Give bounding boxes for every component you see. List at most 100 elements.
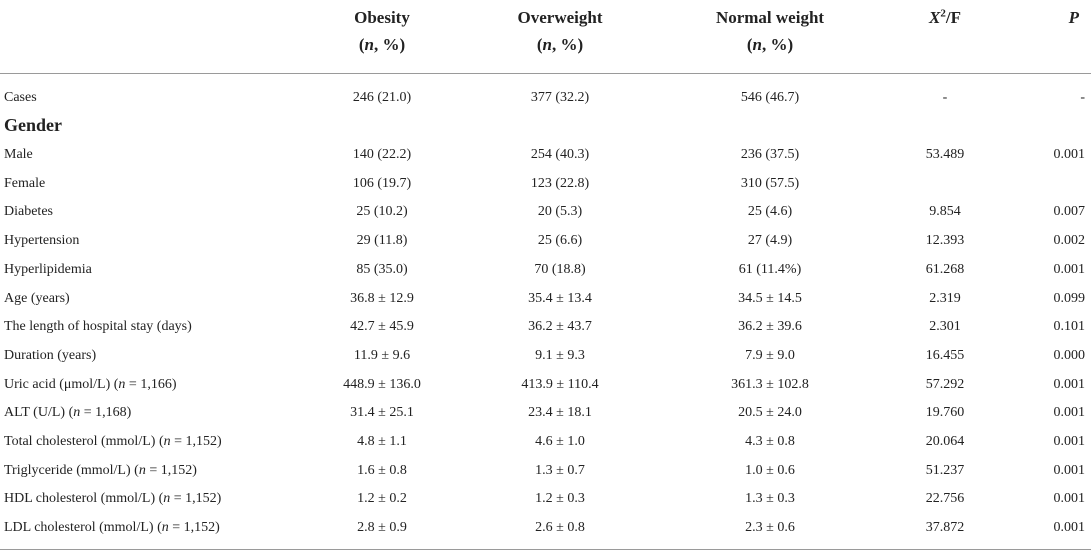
- table-cell: 19.760: [925, 405, 965, 421]
- table-cell: 361.3 ± 102.8: [731, 376, 809, 392]
- row-label: Total cholesterol (mmol/L) (n = 1,152): [4, 434, 222, 449]
- header-normal-weight: Normal weight (n, %): [715, 8, 825, 54]
- table-bottom-rule: [0, 549, 1091, 550]
- table-cell: 413.9 ± 110.4: [521, 376, 599, 392]
- row-label: The length of hospital stay (days): [4, 319, 192, 335]
- table-cell: 310 (57.5): [740, 175, 800, 191]
- table-cell: 70 (18.8): [534, 261, 586, 277]
- table-cell: 0.001: [1053, 434, 1086, 449]
- table-cell: 25 (4.6): [747, 204, 793, 220]
- table-cell: 61 (11.4%): [738, 261, 802, 277]
- table-cell: 20.064: [925, 434, 965, 449]
- table-row: Female 106 (19.7) 123 (22.8) 310 (57.5): [0, 170, 1091, 198]
- table-cell: 0.001: [1053, 376, 1086, 392]
- row-label: ALT (U/L) (n = 1,168): [4, 405, 132, 421]
- table-cell: 11.9 ± 9.6: [353, 347, 411, 363]
- table-row: Hypertension 29 (11.8) 25 (6.6) 27 (4.9) 12.…: [0, 227, 1091, 255]
- table-row: Diabetes 25 (10.2) 20 (5.3) 25 (4.6) 9.854 0.…: [0, 198, 1091, 226]
- table-cell: 448.9 ± 136.0: [343, 376, 421, 392]
- table-cell: 31.4 ± 25.1: [350, 405, 414, 421]
- table-cell: 0.001: [1053, 520, 1086, 536]
- table-cell: 1.2 ± 0.2: [357, 491, 407, 507]
- table-row: Uric acid (μmol/L) (n = 1,166) 448.9 ± 13…: [0, 371, 1091, 399]
- table-cell: 85 (35.0): [356, 261, 408, 277]
- table-cell: 20 (5.3): [537, 204, 583, 220]
- row-label: HDL cholesterol (mmol/L) (n = 1,152): [4, 491, 222, 507]
- row-label: Cases: [4, 90, 37, 105]
- header-chi-square-f: X2/F: [929, 7, 961, 27]
- table-cell: 0.001: [1053, 491, 1086, 507]
- header-overweight: Overweight (n, %): [517, 8, 603, 54]
- table-cell: 1.3 ± 0.7: [535, 462, 585, 478]
- table-cell: 123 (22.8): [530, 175, 590, 191]
- table-cell: 34.5 ± 14.5: [738, 290, 802, 306]
- table-cell: 16.455: [925, 347, 965, 363]
- table-cell: 35.4 ± 13.4: [528, 290, 592, 306]
- table-cell: 27 (4.9): [747, 233, 793, 249]
- table-cell: 53.489: [925, 147, 965, 162]
- table-cell: 25 (10.2): [356, 204, 408, 220]
- table-cell: 236 (37.5): [740, 147, 800, 162]
- table-cell: 2.319: [929, 290, 961, 306]
- table-cell: 1.6 ± 0.8: [357, 462, 407, 478]
- table-row: Duration (years) 11.9 ± 9.6 9.1 ± 9.3 7.9 ±…: [0, 342, 1091, 370]
- table-cell: 57.292: [925, 376, 965, 392]
- table-row: Total cholesterol (mmol/L) (n = 1,152) 4.…: [0, 428, 1091, 456]
- table-cell: 12.393: [925, 233, 965, 249]
- header-p: P: [1068, 8, 1079, 27]
- table-cell: 29 (11.8): [356, 233, 408, 249]
- table-cell: 4.8 ± 1.1: [357, 434, 407, 449]
- table-row: HDL cholesterol (mmol/L) (n = 1,152) 1.2 …: [0, 485, 1091, 513]
- table-cell: 2.3 ± 0.6: [745, 520, 795, 536]
- section-heading-gender: Gender: [4, 115, 62, 135]
- table-cell: 2.6 ± 0.8: [535, 520, 585, 536]
- table-cell: 9.854: [929, 204, 961, 220]
- table-cell: 25 (6.6): [537, 233, 583, 249]
- table-cell: 36.2 ± 39.6: [738, 319, 802, 335]
- table-row: Cases 246 (21.0) 377 (32.2) 546 (46.7) -…: [0, 84, 1091, 112]
- table-cell: 36.8 ± 12.9: [350, 290, 414, 306]
- table-cell: 51.237: [925, 462, 965, 478]
- table-row: ALT (U/L) (n = 1,168) 31.4 ± 25.1 23.4 ± 1…: [0, 399, 1091, 427]
- table-row: LDL cholesterol (mmol/L) (n = 1,152) 2.8 …: [0, 514, 1091, 542]
- table-cell: 0.099: [1053, 290, 1086, 306]
- row-label: LDL cholesterol (mmol/L) (n = 1,152): [4, 520, 220, 536]
- table-row: Age (years) 36.8 ± 12.9 35.4 ± 13.4 34.5 ± …: [0, 285, 1091, 313]
- row-label: Male: [4, 147, 33, 162]
- table-cell: 4.6 ± 1.0: [535, 434, 585, 449]
- row-label: Triglyceride (mmol/L) (n = 1,152): [4, 462, 197, 478]
- table-cell: 22.756: [925, 491, 965, 507]
- table-cell: 0.007: [1053, 204, 1086, 220]
- table-cell: 36.2 ± 43.7: [528, 319, 592, 335]
- table-cell: 61.268: [925, 261, 965, 277]
- row-label: Hyperlipidemia: [4, 261, 92, 277]
- table-cell: 1.2 ± 0.3: [535, 491, 585, 507]
- table-cell: 1.3 ± 0.3: [745, 491, 795, 507]
- table-cell: 0.001: [1053, 405, 1086, 421]
- table-cell: 2.8 ± 0.9: [357, 520, 407, 536]
- table-cell: 0.101: [1053, 319, 1086, 335]
- row-label: Diabetes: [4, 204, 53, 220]
- table-cell: 0.001: [1053, 147, 1086, 162]
- table-row: Triglyceride (mmol/L) (n = 1,152) 1.6 ± 0…: [0, 457, 1091, 485]
- table-cell: 0.001: [1053, 462, 1086, 478]
- table-cell: 7.9 ± 9.0: [745, 347, 795, 363]
- row-label: Uric acid (μmol/L) (n = 1,166): [4, 376, 177, 392]
- table-cell: 23.4 ± 18.1: [528, 405, 592, 421]
- table-cell: 0.000: [1053, 347, 1086, 363]
- row-label: Age (years): [4, 290, 70, 306]
- table-cell: 2.301: [929, 319, 961, 335]
- table-cell: 42.7 ± 45.9: [350, 319, 414, 335]
- table-cell: 0.002: [1053, 233, 1086, 249]
- header-divider: [0, 73, 1091, 74]
- table-cell: 4.3 ± 0.8: [745, 434, 795, 449]
- table-cell: 1.0 ± 0.6: [745, 462, 795, 478]
- table-cell: 140 (22.2): [352, 147, 412, 162]
- table-cell: 9.1 ± 9.3: [535, 347, 585, 363]
- table-row: Hyperlipidemia 85 (35.0) 70 (18.8) 61 (11.4…: [0, 256, 1091, 284]
- table-header: Obesity (n, %) Overweight (n, %) Normal …: [0, 0, 1091, 74]
- table-cell: 106 (19.7): [352, 175, 412, 191]
- table-row: Male 140 (22.2) 254 (40.3) 236 (37.5) 53.489…: [0, 141, 1091, 169]
- row-label: Female: [4, 175, 46, 191]
- row-label: Duration (years): [4, 347, 97, 363]
